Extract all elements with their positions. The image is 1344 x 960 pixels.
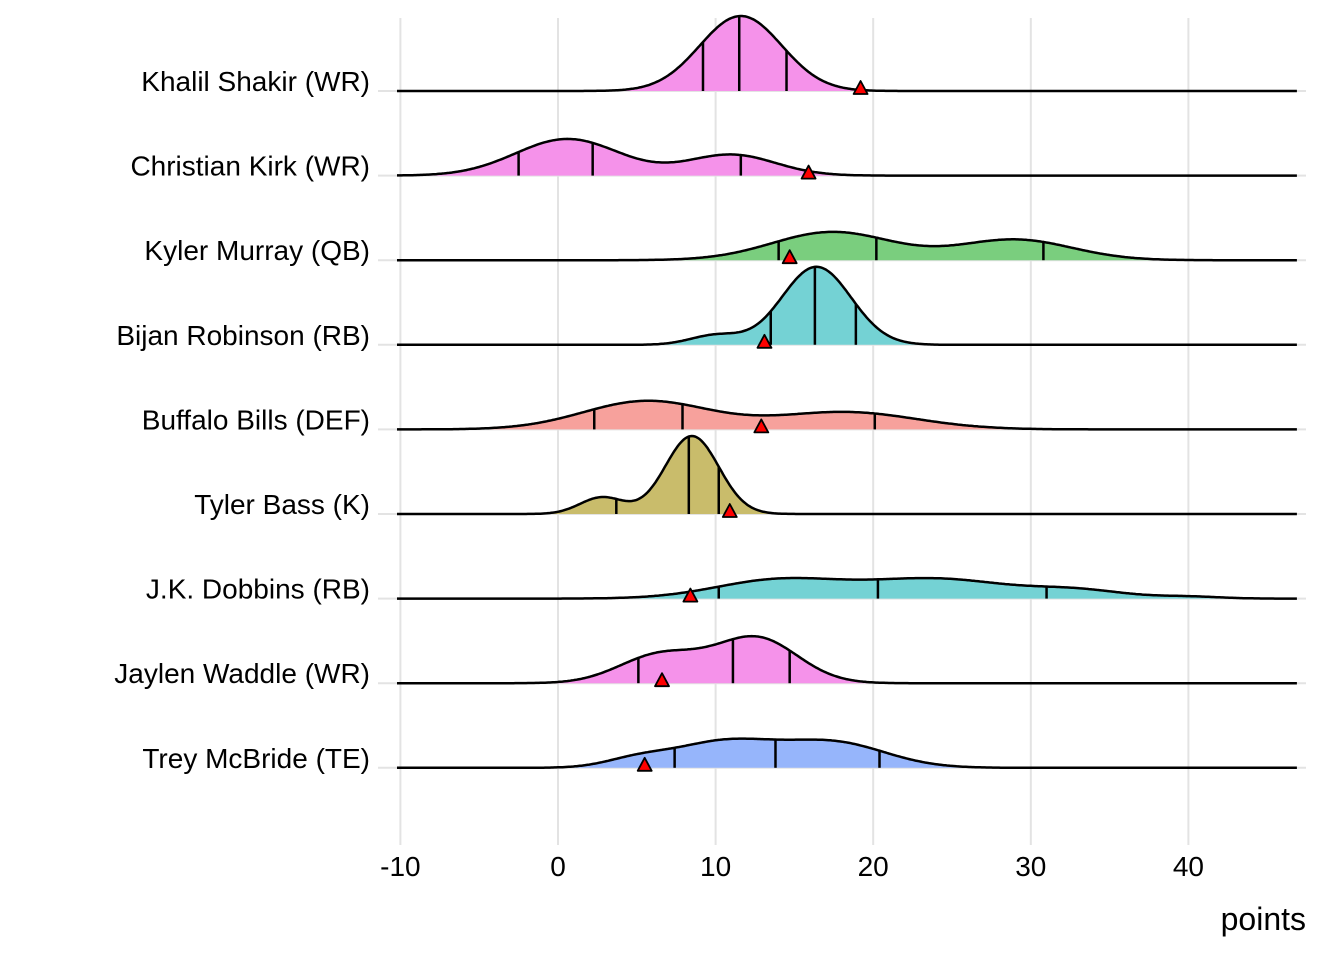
actual-marker [800,164,817,180]
x-tick-label: -10 [380,851,420,882]
y-axis-label: Trey McBride (TE) [142,743,370,774]
ridge [397,399,1297,434]
ridges [397,14,1297,772]
actual-marker [781,249,798,265]
density-outline [397,265,1297,347]
x-axis-ticks: -10 0 10 20 30 40 [380,851,1204,882]
y-axis-label: Jaylen Waddle (WR) [114,658,370,689]
y-axis-labels: Khalil Shakir (WR) Christian Kirk (WR) Kyl… [114,66,370,774]
ridge [397,230,1297,265]
x-tick-label: 20 [858,851,889,882]
density-fill [397,636,1297,684]
actual-marker [721,503,738,518]
x-tick-label: 40 [1173,851,1204,882]
density-fill [397,400,1297,430]
density-outline [397,399,1297,431]
y-axis-label: Christian Kirk (WR) [130,151,370,182]
density-fill [397,738,1297,768]
density-fill [397,16,1297,91]
grid [378,18,1306,845]
ridge [397,576,1297,603]
actual-marker [852,80,869,95]
ridge [397,265,1297,349]
y-axis-label: Tyler Bass (K) [194,489,370,520]
density-fill [397,266,1297,345]
actual-marker [682,587,699,603]
y-axis-label: Kyler Murray (QB) [144,235,370,266]
density-outline [397,434,1297,516]
density-outline [397,137,1297,177]
x-tick-label: 0 [550,851,566,882]
density-fill [397,138,1297,176]
ridge [397,737,1297,772]
x-tick-label: 10 [700,851,731,882]
x-axis-title: points [1221,901,1306,937]
density-outline [397,634,1297,685]
density-outline [397,230,1297,262]
density-fill [397,231,1297,261]
density-fill [397,578,1297,599]
actual-marker [654,672,670,688]
density-fill [397,436,1297,514]
x-tick-label: 30 [1015,851,1046,882]
ridge [397,634,1297,688]
density-outline [397,14,1297,93]
ridge [397,14,1297,95]
y-axis-label: Buffalo Bills (DEF) [142,404,370,435]
ridge [397,137,1297,180]
y-axis-label: J.K. Dobbins (RB) [146,574,370,605]
ridge [397,434,1297,518]
y-axis-label: Bijan Robinson (RB) [116,320,370,351]
actual-marker [756,333,773,349]
density-outline [397,737,1297,770]
y-axis-label: Khalil Shakir (WR) [141,66,370,97]
density-outline [397,576,1297,600]
actual-marker [753,418,770,434]
actual-marker [636,756,653,772]
